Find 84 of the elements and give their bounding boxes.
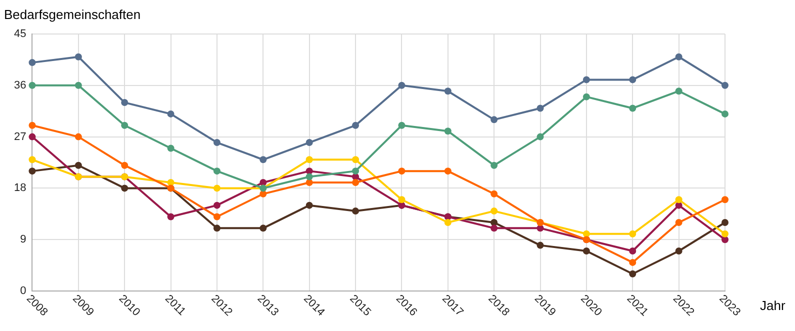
point <box>629 270 636 278</box>
point <box>629 258 636 266</box>
point <box>629 104 636 112</box>
point <box>213 213 220 220</box>
point <box>722 82 728 89</box>
point <box>536 242 544 249</box>
point <box>167 144 174 152</box>
point <box>74 133 82 140</box>
point <box>352 208 360 215</box>
y-tick-label: 36 <box>14 79 26 92</box>
point <box>306 202 313 209</box>
point <box>352 156 360 164</box>
point <box>306 168 313 175</box>
y-tick-label: 0 <box>20 285 26 298</box>
point <box>74 53 82 60</box>
point <box>260 156 267 164</box>
point <box>213 184 220 192</box>
point <box>490 224 498 232</box>
point <box>675 196 682 204</box>
point <box>582 76 590 84</box>
point <box>306 178 313 186</box>
point <box>121 162 128 169</box>
point <box>490 116 498 124</box>
point <box>490 190 498 198</box>
point <box>167 178 174 186</box>
point <box>582 93 590 100</box>
point <box>352 122 360 129</box>
point <box>536 133 544 140</box>
point <box>28 59 36 66</box>
point <box>306 173 313 180</box>
point <box>352 168 360 175</box>
point <box>444 218 452 226</box>
y-axis-title: Bedarfsgemeinschaften <box>4 7 141 22</box>
point <box>675 218 682 226</box>
point <box>398 82 406 89</box>
point <box>28 133 36 140</box>
y-tick-label: 45 <box>14 28 26 40</box>
point <box>722 230 728 238</box>
y-tick-label: 18 <box>14 182 26 194</box>
point <box>213 168 220 175</box>
y-tick-label: 27 <box>14 130 26 143</box>
point <box>74 162 82 169</box>
point <box>675 248 682 255</box>
point <box>722 236 728 244</box>
point <box>260 224 267 232</box>
point <box>582 248 590 255</box>
point <box>167 110 174 118</box>
point <box>629 230 636 238</box>
point <box>28 156 36 164</box>
point <box>213 224 220 232</box>
point <box>444 128 452 135</box>
point <box>722 110 728 118</box>
point <box>213 139 220 146</box>
point <box>722 196 728 204</box>
point <box>352 178 360 186</box>
point <box>536 104 544 112</box>
point <box>28 122 36 129</box>
point <box>444 168 452 175</box>
point <box>121 184 128 192</box>
point <box>490 218 498 226</box>
point <box>306 156 313 164</box>
point <box>28 168 36 175</box>
point <box>629 248 636 255</box>
point <box>675 53 682 60</box>
point <box>629 76 636 84</box>
point <box>260 178 267 186</box>
point <box>213 202 220 209</box>
x-axis-title: Jahr <box>760 298 786 314</box>
point <box>306 139 313 146</box>
point <box>398 196 406 204</box>
point <box>444 88 452 95</box>
y-tick-label: 9 <box>20 234 26 246</box>
point <box>121 122 128 129</box>
point <box>121 99 128 106</box>
point <box>167 213 174 220</box>
point <box>490 208 498 215</box>
point <box>398 168 406 175</box>
point <box>260 190 267 198</box>
point <box>28 82 36 89</box>
point <box>398 122 406 129</box>
point <box>74 82 82 89</box>
point <box>490 162 498 169</box>
point <box>675 88 682 95</box>
point <box>722 218 728 226</box>
